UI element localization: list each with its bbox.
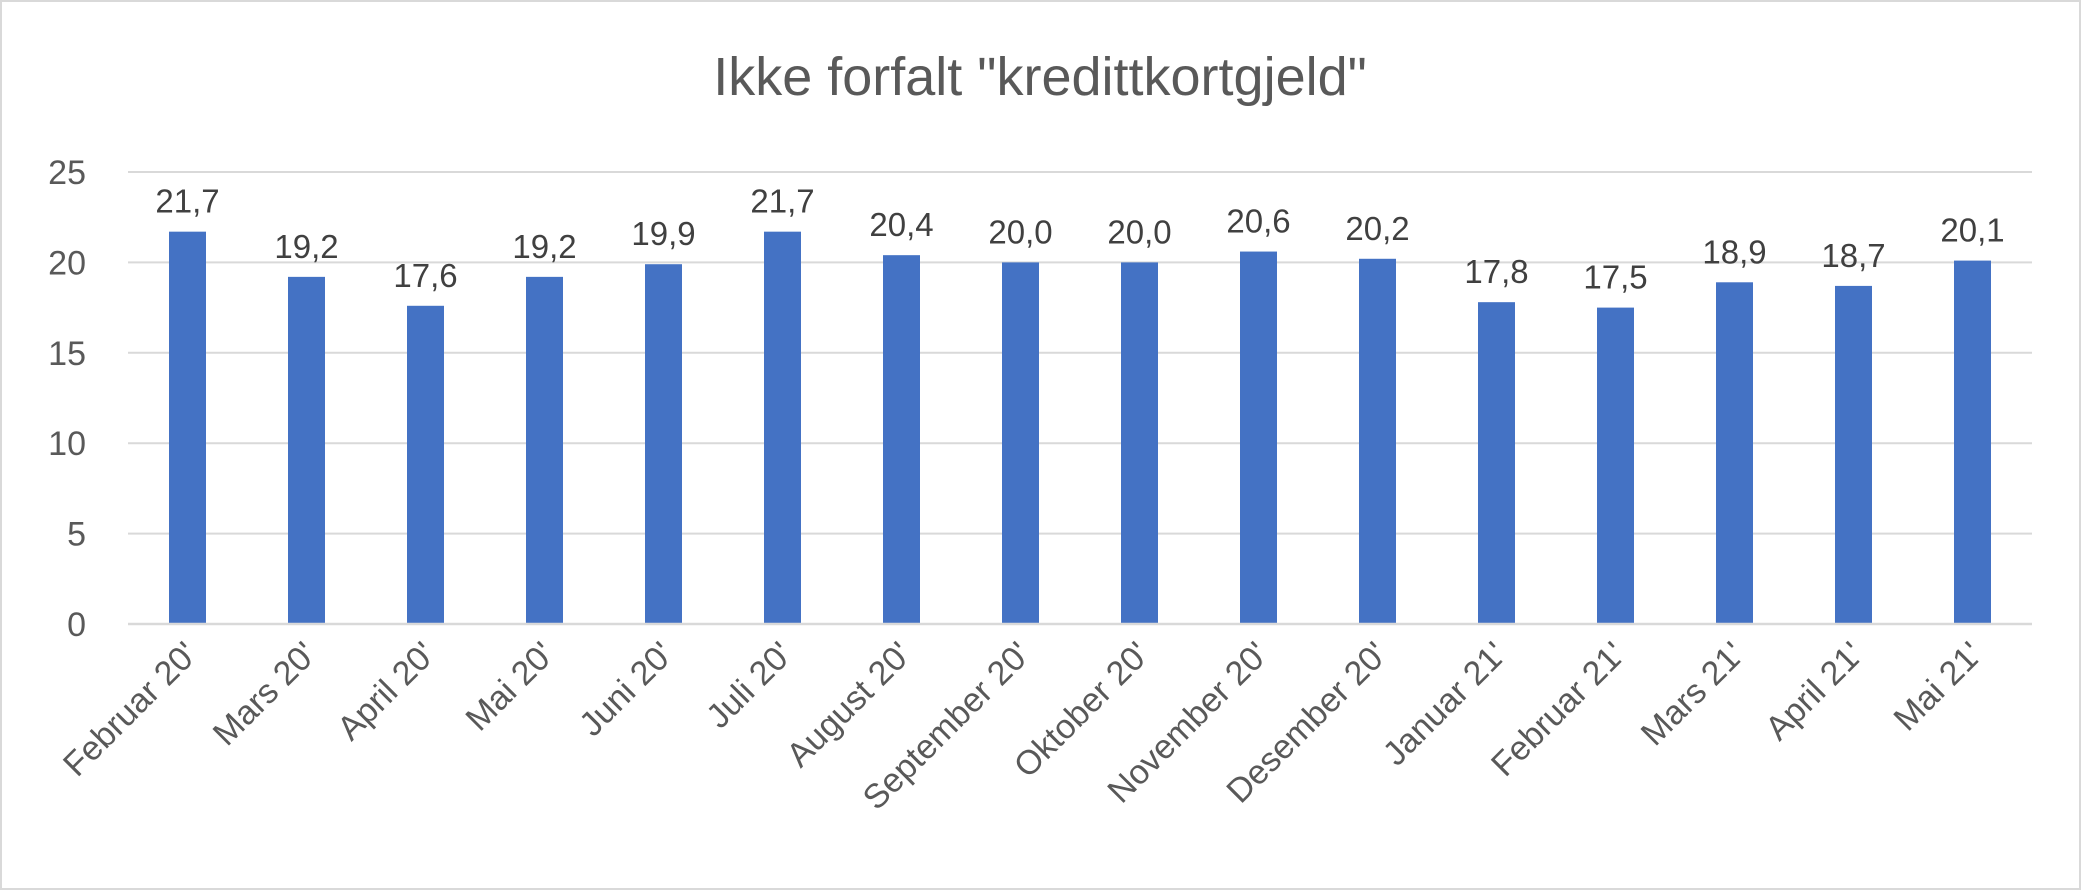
data-label: 20,4 xyxy=(869,206,933,243)
data-label: 21,7 xyxy=(750,183,814,220)
bar xyxy=(1716,282,1753,624)
data-label: 20,2 xyxy=(1345,210,1409,247)
bar xyxy=(1121,262,1158,624)
y-tick-label: 5 xyxy=(67,516,86,554)
y-tick-label: 25 xyxy=(48,154,86,192)
y-tick-label: 20 xyxy=(48,244,86,282)
y-axis-ticks: 0 5 10 15 20 25 xyxy=(48,154,86,644)
bar xyxy=(1002,262,1039,624)
x-tick-label: Juni 20' xyxy=(572,635,681,744)
bar xyxy=(1478,302,1515,624)
data-label: 19,9 xyxy=(631,215,695,252)
bar xyxy=(407,305,444,624)
data-label: 20,0 xyxy=(988,213,1052,250)
x-tick-label: April 21' xyxy=(1758,635,1871,748)
data-label: 18,7 xyxy=(1821,237,1885,274)
y-tick-label: 15 xyxy=(48,335,86,373)
bar xyxy=(645,264,682,624)
data-label: 17,8 xyxy=(1464,253,1528,290)
x-tick-label: April 20' xyxy=(330,635,443,748)
chart-title: Ikke forfalt "kredittkortgjeld" xyxy=(713,47,1367,107)
x-tick-label: Mai 20' xyxy=(459,635,563,739)
bar xyxy=(1359,258,1396,624)
y-tick-label: 10 xyxy=(48,425,86,463)
bar xyxy=(1835,285,1872,624)
data-label: 21,7 xyxy=(155,183,219,220)
data-label: 20,1 xyxy=(1940,212,2004,249)
data-label: 20,6 xyxy=(1226,203,1290,240)
x-tick-label: Juli 20' xyxy=(699,635,800,736)
x-tick-label: Februar 20' xyxy=(56,635,205,784)
data-label: 17,5 xyxy=(1583,259,1647,296)
data-label: 20,0 xyxy=(1107,213,1171,250)
bar xyxy=(1597,307,1634,624)
bar xyxy=(764,231,801,624)
bar xyxy=(169,231,206,624)
bar xyxy=(288,276,325,624)
bars xyxy=(169,231,1991,624)
bar xyxy=(1240,251,1277,624)
data-label: 19,2 xyxy=(274,228,338,265)
data-label: 18,9 xyxy=(1702,233,1766,270)
x-tick-label: Mai 21' xyxy=(1887,635,1991,739)
x-axis-ticks: Februar 20' Mars 20' April 20' Mai 20' Juni … xyxy=(56,635,1990,817)
bar xyxy=(883,255,920,624)
data-label: 17,6 xyxy=(393,257,457,294)
bar xyxy=(526,276,563,624)
x-tick-label: Mars 20' xyxy=(206,635,324,753)
y-tick-label: 0 xyxy=(67,606,86,644)
bar xyxy=(1954,260,1991,624)
data-labels: 21,7 19,2 17,6 19,2 19,9 21,7 20,4 20,0 20,0 20,6… xyxy=(155,183,2004,296)
gridlines xyxy=(128,171,2032,535)
data-label: 19,2 xyxy=(512,228,576,265)
x-tick-label: Mars 21' xyxy=(1634,635,1752,753)
